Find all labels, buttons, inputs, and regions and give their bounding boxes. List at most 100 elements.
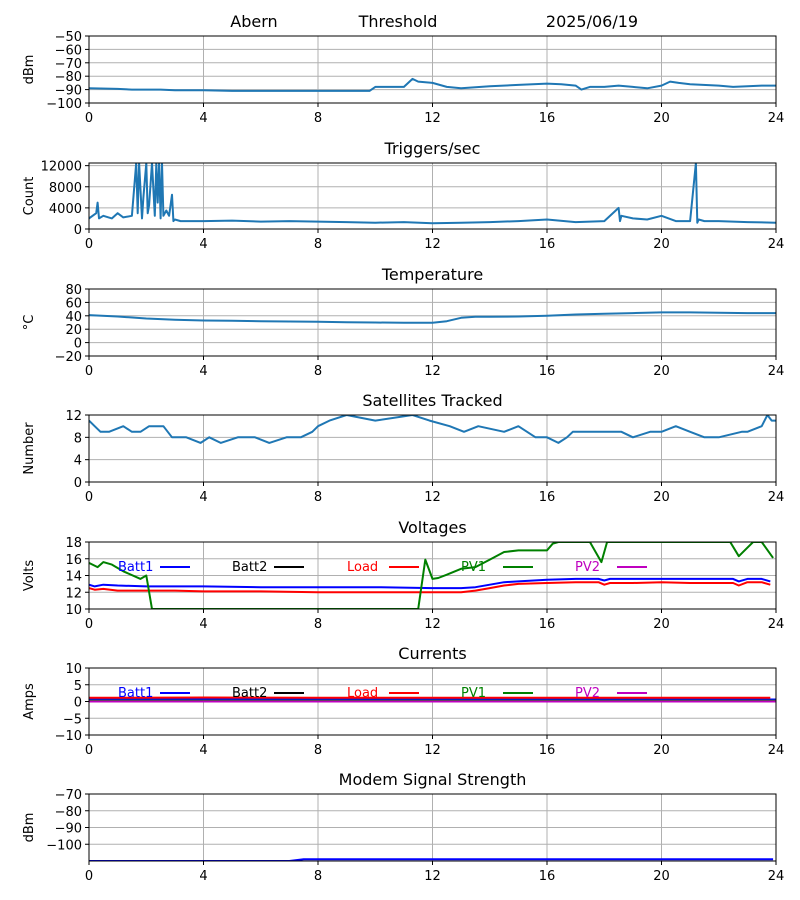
y-tick-label: −90 bbox=[55, 84, 82, 99]
y-tick-label: −5 bbox=[63, 712, 82, 727]
y-axis-label: Count bbox=[22, 177, 37, 216]
chart-3: 0 4 8 12 16 20 24 0 4 8 12 Satellites Tracked Number bbox=[22, 391, 784, 505]
y-tick-label: 4 bbox=[74, 454, 82, 469]
chart-0: 0 4 8 12 16 20 24 −50−60−70−80−90−100 dBm bbox=[22, 30, 784, 126]
x-tick-label: 0 bbox=[85, 743, 93, 758]
legend-label: PV2 bbox=[575, 560, 600, 575]
y-tick-label: −90 bbox=[55, 822, 82, 837]
x-tick-label: 8 bbox=[314, 490, 322, 505]
legend-label: PV1 bbox=[461, 686, 486, 701]
x-tick-label: 24 bbox=[768, 617, 785, 632]
y-tick-label: 14 bbox=[65, 570, 82, 585]
x-tick-label: 16 bbox=[539, 617, 556, 632]
chart-6: 0 4 8 12 16 20 24 −70 −80 −90−100 Modem Signal Str… bbox=[22, 770, 784, 884]
y-tick-label: 8 bbox=[74, 431, 82, 446]
x-tick-label: 24 bbox=[768, 490, 785, 505]
series-line-pv1 bbox=[89, 542, 774, 609]
x-tick-label: 8 bbox=[314, 364, 322, 379]
x-tick-label: 8 bbox=[314, 869, 322, 884]
y-tick-label: 12 bbox=[65, 586, 82, 601]
plot-area bbox=[89, 858, 774, 861]
x-tick-label: 8 bbox=[314, 743, 322, 758]
x-tick-label: 20 bbox=[653, 617, 670, 632]
x-tick-label: 8 bbox=[314, 237, 322, 252]
x-tick-label: 20 bbox=[653, 237, 670, 252]
y-tick-label: 10 bbox=[65, 662, 82, 677]
x-tick-label: 4 bbox=[199, 743, 207, 758]
header-station: Abern bbox=[230, 12, 277, 31]
x-tick-label: 0 bbox=[85, 617, 93, 632]
plot-area bbox=[89, 696, 776, 703]
x-tick-label: 0 bbox=[85, 111, 93, 126]
x-tick-label: 20 bbox=[653, 743, 670, 758]
chart-title: Modem Signal Strength bbox=[339, 770, 527, 789]
x-tick-label: 0 bbox=[85, 869, 93, 884]
x-tick-label: 0 bbox=[85, 490, 93, 505]
y-axis-label: Volts bbox=[22, 560, 37, 592]
y-axis-label: °C bbox=[22, 315, 37, 331]
x-tick-label: 12 bbox=[424, 237, 441, 252]
x-tick-label: 24 bbox=[768, 237, 785, 252]
legend-label: Load bbox=[347, 686, 378, 701]
legend-label: Batt1 bbox=[118, 686, 153, 701]
y-tick-label: −80 bbox=[55, 805, 82, 820]
y-tick-label: 5 bbox=[74, 679, 82, 694]
y-tick-label: 12000 bbox=[41, 160, 82, 175]
x-tick-label: 4 bbox=[199, 869, 207, 884]
y-tick-label: −100 bbox=[46, 97, 82, 112]
y-tick-label: 8000 bbox=[49, 181, 82, 196]
x-tick-label: 24 bbox=[768, 111, 785, 126]
x-tick-label: 20 bbox=[653, 364, 670, 379]
legend-label: PV2 bbox=[575, 686, 600, 701]
y-tick-label: −60 bbox=[55, 43, 82, 58]
y-axis-label: dBm bbox=[22, 55, 37, 85]
plot-area bbox=[89, 542, 774, 609]
y-tick-label: 0 bbox=[74, 337, 82, 352]
header-mode: Threshold bbox=[358, 12, 438, 31]
y-tick-label: 40 bbox=[65, 310, 82, 325]
x-tick-label: 12 bbox=[424, 743, 441, 758]
x-tick-label: 24 bbox=[768, 364, 785, 379]
x-tick-label: 4 bbox=[199, 364, 207, 379]
y-tick-label: −70 bbox=[55, 788, 82, 803]
x-tick-label: 0 bbox=[85, 364, 93, 379]
x-tick-label: 16 bbox=[539, 237, 556, 252]
x-tick-label: 24 bbox=[768, 743, 785, 758]
series-line-load bbox=[89, 581, 771, 594]
y-tick-label: 4000 bbox=[49, 202, 82, 217]
y-tick-label: 10 bbox=[65, 603, 82, 618]
x-tick-label: 12 bbox=[424, 617, 441, 632]
plot-area bbox=[89, 415, 776, 444]
y-axis-label: Number bbox=[22, 422, 37, 475]
x-tick-label: 4 bbox=[199, 237, 207, 252]
y-tick-label: −100 bbox=[46, 838, 82, 853]
y-tick-label: 0 bbox=[74, 223, 82, 238]
y-tick-label: 60 bbox=[65, 296, 82, 311]
x-tick-label: 16 bbox=[539, 869, 556, 884]
y-tick-label: −10 bbox=[55, 729, 82, 744]
x-tick-label: 4 bbox=[199, 111, 207, 126]
series-line-0 bbox=[89, 311, 776, 324]
x-tick-label: 16 bbox=[539, 364, 556, 379]
y-tick-label: 80 bbox=[65, 283, 82, 298]
x-tick-label: 12 bbox=[424, 490, 441, 505]
x-tick-label: 16 bbox=[539, 490, 556, 505]
x-tick-label: 20 bbox=[653, 490, 670, 505]
x-tick-label: 4 bbox=[199, 617, 207, 632]
y-tick-label: −80 bbox=[55, 70, 82, 85]
y-tick-label: 18 bbox=[65, 536, 82, 551]
x-tick-label: 12 bbox=[424, 111, 441, 126]
plot-area bbox=[89, 163, 776, 225]
y-tick-label: −50 bbox=[55, 30, 82, 45]
x-tick-label: 12 bbox=[424, 869, 441, 884]
chart-title: Temperature bbox=[381, 265, 483, 284]
x-tick-label: 8 bbox=[314, 111, 322, 126]
x-tick-label: 24 bbox=[768, 869, 785, 884]
legend-label: Batt2 bbox=[232, 560, 267, 575]
series-line-0 bbox=[89, 77, 776, 92]
chart-title: Currents bbox=[398, 644, 466, 663]
y-tick-label: −20 bbox=[55, 350, 82, 365]
